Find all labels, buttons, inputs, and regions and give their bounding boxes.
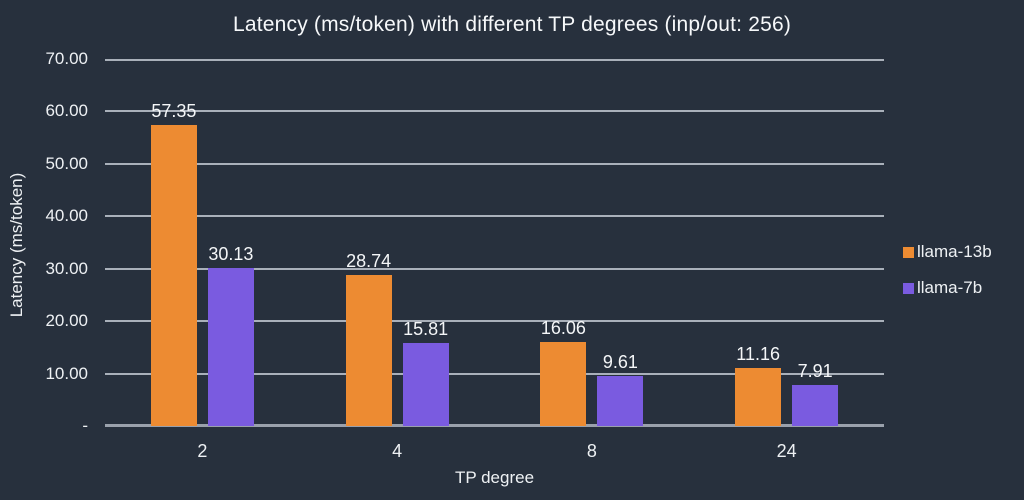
legend-label-llama-7b: llama-7b <box>917 278 983 297</box>
x-tick-label-24: 24 <box>776 441 797 461</box>
gridline-60 <box>105 110 884 113</box>
gridline-10 <box>105 372 884 375</box>
x-axis-title: TP degree <box>454 468 535 487</box>
legend-swatch-llama-7b <box>903 282 914 294</box>
value-label-llama-7b-2: 30.13 <box>208 244 254 265</box>
gridline-70 <box>105 59 884 61</box>
y-tick-label-30: 30.00 <box>45 258 88 278</box>
y-tick-label-20: 20.00 <box>45 311 88 331</box>
bar-llama-13b-24 <box>735 367 782 426</box>
x-tick-label-4: 4 <box>392 441 403 461</box>
x-tick-label-8: 8 <box>586 441 597 461</box>
y-tick-label-0: - <box>82 416 88 435</box>
gridline-40 <box>105 215 884 218</box>
bar-llama-13b-2 <box>150 125 197 426</box>
value-label-llama-13b-2: 57.35 <box>151 101 197 122</box>
value-label-llama-7b-24: 7.91 <box>797 360 833 381</box>
gridline-0 <box>105 424 884 427</box>
y-tick-label-70: 70.00 <box>45 49 88 68</box>
bar-llama-7b-2 <box>207 268 254 426</box>
value-label-llama-13b-4: 28.74 <box>346 251 392 272</box>
value-label-llama-13b-24: 11.16 <box>736 343 780 364</box>
gridline-20 <box>105 320 884 323</box>
y-tick-label-40: 40.00 <box>45 206 88 226</box>
bar-llama-7b-8 <box>597 375 644 426</box>
bar-llama-13b-8 <box>540 341 587 426</box>
bar-llama-13b-4 <box>345 275 392 426</box>
value-label-llama-13b-8: 16.06 <box>540 317 586 338</box>
y-tick-label-50: 50.00 <box>45 153 88 173</box>
legend: llama-13b llama-7b <box>903 241 992 313</box>
value-label-llama-7b-8: 9.61 <box>602 351 638 372</box>
bar-llama-7b-24 <box>792 384 839 426</box>
gridline-50 <box>105 162 884 165</box>
legend-item-llama-13b: llama-13b <box>903 241 992 263</box>
plot-area: 57.35 30.13 28.74 15.81 16.06 9.61 11.16 7.91 <box>105 59 884 427</box>
value-label-llama-7b-4: 15.81 <box>403 319 449 340</box>
legend-swatch-llama-13b <box>903 246 914 258</box>
bar-llama-7b-4 <box>402 343 449 426</box>
chart-title: Latency (ms/token) with different TP deg… <box>232 13 792 36</box>
y-tick-label-60: 60.00 <box>45 101 88 121</box>
y-tick-label-10: 10.00 <box>45 363 88 383</box>
x-tick-label-2: 2 <box>197 441 208 461</box>
legend-item-llama-7b: llama-7b <box>903 277 992 299</box>
legend-label-llama-13b: llama-13b <box>917 242 992 261</box>
gridline-30 <box>105 267 884 270</box>
